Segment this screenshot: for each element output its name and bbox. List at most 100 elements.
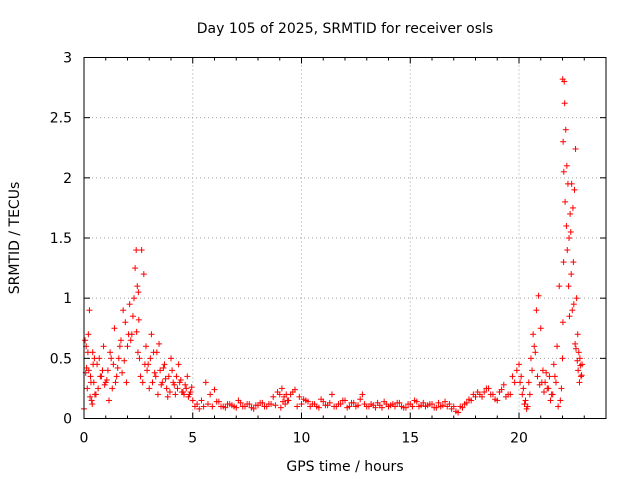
data-point [168, 355, 174, 362]
y-tick-label: 2.5 [50, 111, 72, 127]
data-point [529, 367, 536, 374]
data-point [570, 301, 577, 308]
data-point [111, 325, 118, 332]
data-point [567, 210, 574, 217]
data-point [198, 397, 205, 404]
data-point [108, 355, 115, 362]
data-point [204, 401, 211, 408]
grid [84, 57, 606, 419]
data-point [479, 393, 486, 400]
data-point [563, 162, 570, 169]
data-point [530, 331, 537, 338]
data-point [112, 379, 119, 386]
data-point [313, 403, 320, 410]
chart-title: Day 105 of 2025, SRMTID for receiver osl… [197, 21, 493, 37]
data-point [556, 283, 563, 290]
y-tick-label: 0.5 [50, 351, 72, 367]
data-point [136, 355, 143, 362]
data-point [564, 247, 571, 254]
data-point [84, 385, 91, 392]
data-point [568, 271, 575, 278]
data-point [272, 402, 279, 409]
data-point [560, 168, 567, 175]
data-point [520, 385, 527, 392]
data-point [169, 367, 176, 374]
data-point [277, 404, 284, 411]
data-point [563, 222, 570, 229]
data-point [521, 401, 528, 408]
data-point [132, 265, 139, 272]
data-point [516, 361, 522, 368]
data-point [570, 259, 577, 266]
data-point [326, 399, 333, 406]
data-point [133, 328, 140, 335]
data-point [158, 381, 165, 388]
data-point [374, 399, 381, 406]
data-point [551, 373, 558, 380]
data-point [87, 373, 94, 380]
data-point [519, 391, 526, 398]
data-point [175, 361, 182, 368]
data-point [559, 76, 566, 83]
data-point [88, 397, 95, 404]
data-point [156, 340, 163, 347]
data-point [550, 361, 557, 368]
data-point [348, 399, 355, 406]
data-point [224, 401, 231, 408]
data-point [305, 398, 312, 405]
data-point [241, 403, 248, 410]
data-point [344, 404, 351, 411]
data-point [561, 100, 568, 107]
data-point [166, 389, 173, 396]
data-point [140, 271, 147, 278]
data-point [481, 389, 488, 396]
data-point [537, 325, 544, 332]
data-point [133, 247, 140, 254]
data-point [470, 391, 477, 398]
data-point [202, 379, 209, 386]
data-point [182, 381, 189, 388]
data-point [184, 373, 191, 380]
data-point [152, 373, 159, 380]
data-point [435, 399, 442, 406]
data-point [431, 404, 438, 411]
data-point [577, 362, 584, 369]
data-point [457, 403, 464, 410]
data-point [134, 349, 141, 356]
data-point [331, 403, 338, 410]
data-point [117, 337, 124, 344]
data-point [571, 186, 578, 193]
data-point [163, 385, 170, 392]
data-point [538, 379, 545, 386]
data-point [160, 364, 167, 371]
data-point [461, 401, 468, 408]
data-point [546, 373, 553, 380]
data-point [567, 228, 574, 235]
data-point [532, 349, 539, 356]
data-point [566, 235, 573, 241]
data-point [413, 398, 420, 405]
data-point [250, 405, 257, 412]
data-point [228, 402, 235, 409]
data-point [101, 381, 108, 388]
data-point [557, 397, 564, 404]
data-point [270, 393, 277, 400]
data-point [85, 367, 92, 374]
data-point [322, 402, 329, 409]
data-point [572, 340, 579, 347]
data-point [211, 386, 218, 393]
data-point [552, 379, 559, 386]
data-point [578, 372, 585, 379]
data-point [207, 391, 214, 398]
data-point [99, 367, 106, 374]
data-point [189, 397, 196, 404]
data-point [100, 343, 107, 350]
data-point [448, 405, 455, 412]
data-point [562, 198, 569, 205]
data-point [82, 337, 89, 344]
data-point [129, 313, 136, 320]
data-point [318, 396, 325, 403]
data-point [444, 403, 451, 410]
data-point [124, 343, 131, 350]
